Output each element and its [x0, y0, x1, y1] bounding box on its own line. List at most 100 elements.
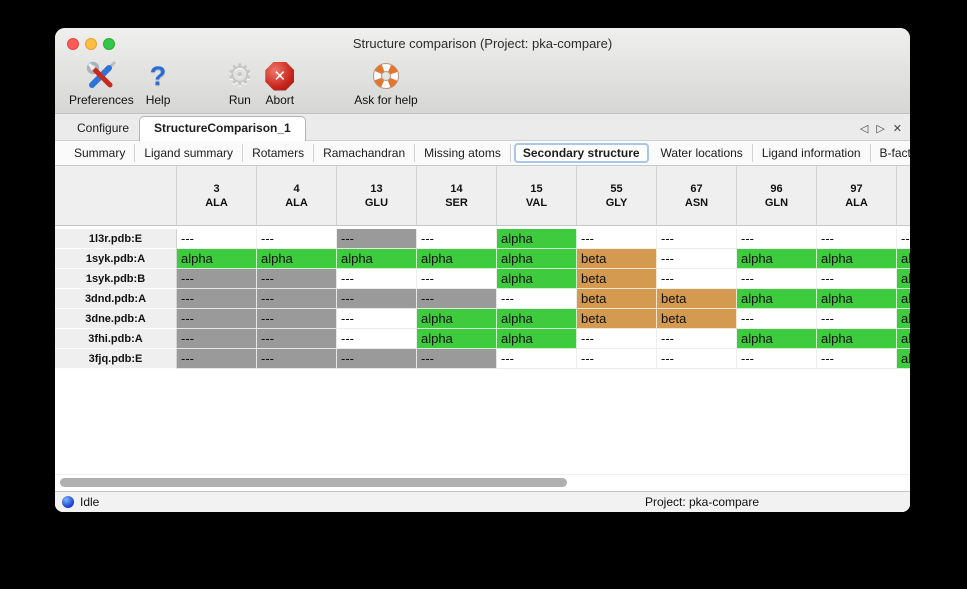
column-header-96[interactable]: 96 GLN — [737, 166, 817, 225]
table-cell[interactable]: --- — [577, 349, 657, 369]
table-cell[interactable]: alpha — [897, 289, 910, 309]
table-cell[interactable]: beta — [577, 269, 657, 289]
table-cell[interactable]: beta — [657, 309, 737, 329]
table-cell[interactable]: --- — [177, 269, 257, 289]
table-cell[interactable]: beta — [577, 249, 657, 269]
table-cell[interactable]: --- — [577, 229, 657, 249]
table-cell[interactable]: --- — [737, 229, 817, 249]
table-cell[interactable]: alpha — [897, 329, 910, 349]
toolbar-button-run[interactable]: ⚙ Run — [220, 59, 259, 108]
table-cell[interactable]: --- — [177, 229, 257, 249]
table-cell[interactable]: --- — [897, 229, 910, 249]
table-cell[interactable]: --- — [737, 309, 817, 329]
tab-nav-left-icon[interactable]: ◁ — [859, 123, 869, 135]
table-cell[interactable]: --- — [497, 349, 577, 369]
table-cell[interactable]: alpha — [337, 249, 417, 269]
table-cell[interactable]: alpha — [497, 269, 577, 289]
horizontal-scrollbar[interactable] — [55, 474, 910, 491]
table-cell[interactable]: --- — [337, 229, 417, 249]
table-cell[interactable]: alpha — [897, 349, 910, 369]
table-cell[interactable]: alpha — [737, 249, 817, 269]
table-cell[interactable]: --- — [257, 289, 337, 309]
table-cell[interactable]: alpha — [817, 249, 897, 269]
subtab-missing-atoms[interactable]: Missing atoms — [415, 144, 511, 162]
column-header-97[interactable]: 97 ALA — [817, 166, 897, 225]
table-cell[interactable]: alpha — [817, 329, 897, 349]
subtab-summary[interactable]: Summary — [65, 144, 136, 162]
table-cell[interactable]: alpha — [417, 329, 497, 349]
table-cell[interactable]: beta — [657, 289, 737, 309]
table-cell[interactable]: --- — [337, 289, 417, 309]
table-cell[interactable]: alpha — [417, 249, 497, 269]
table-cell[interactable]: --- — [657, 349, 737, 369]
column-header-55[interactable]: 55 GLY — [577, 166, 657, 225]
horizontal-scrollbar-thumb[interactable] — [60, 478, 567, 487]
table-cell[interactable]: alpha — [497, 249, 577, 269]
table-cell[interactable]: --- — [577, 329, 657, 349]
table-cell[interactable]: --- — [177, 329, 257, 349]
table-cell[interactable]: alpha — [177, 249, 257, 269]
table-cell[interactable]: --- — [337, 309, 417, 329]
table-cell[interactable]: --- — [657, 249, 737, 269]
table-cell[interactable]: alpha — [737, 289, 817, 309]
subtab-b-factors[interactable]: B-factors — [871, 144, 910, 162]
column-header-13[interactable]: 13 GLU — [337, 166, 417, 225]
table-cell[interactable]: alpha — [817, 289, 897, 309]
subtab-rotamers[interactable]: Rotamers — [243, 144, 315, 162]
table-cell[interactable]: --- — [817, 229, 897, 249]
table-cell[interactable]: --- — [737, 269, 817, 289]
table-cell[interactable]: alpha — [257, 249, 337, 269]
toolbar-button-ask-for-help[interactable]: Ask for help — [348, 59, 423, 107]
table-cell[interactable]: --- — [817, 309, 897, 329]
table-cell[interactable]: --- — [177, 289, 257, 309]
table-cell[interactable]: alpha — [497, 329, 577, 349]
table-cell[interactable]: alpha — [497, 229, 577, 249]
tab-structurecomparison-1[interactable]: StructureComparison_1 — [139, 116, 306, 141]
subtab-ligand-summary[interactable]: Ligand summary — [135, 144, 244, 162]
subtab-ligand-information[interactable]: Ligand information — [753, 144, 871, 162]
table-cell[interactable]: --- — [737, 349, 817, 369]
tab-nav-right-icon[interactable]: ▷ — [876, 123, 885, 135]
subtab-water-locations[interactable]: Water locations — [652, 144, 753, 162]
table-cell[interactable]: --- — [337, 269, 417, 289]
table-cell[interactable]: alpha — [417, 309, 497, 329]
tab-configure[interactable]: Configure — [77, 121, 130, 135]
table-cell[interactable]: alpha — [897, 269, 910, 289]
tab-close-icon[interactable]: ✕ — [892, 123, 902, 135]
table-cell[interactable]: --- — [257, 329, 337, 349]
column-header-15[interactable]: 15 VAL — [497, 166, 577, 225]
toolbar-button-preferences[interactable]: Preferences — [63, 59, 140, 107]
minimize-button[interactable] — [85, 38, 97, 50]
table-cell[interactable]: --- — [257, 269, 337, 289]
toolbar-button-help[interactable]: ? Help — [140, 59, 177, 107]
table-cell[interactable]: --- — [657, 329, 737, 349]
table-cell[interactable]: --- — [417, 289, 497, 309]
table-cell[interactable]: --- — [337, 349, 417, 369]
table-cell[interactable]: --- — [657, 229, 737, 249]
subtab-ramachandran[interactable]: Ramachandran — [314, 144, 416, 162]
close-button[interactable] — [67, 38, 79, 50]
table-cell[interactable]: --- — [817, 349, 897, 369]
table-cell[interactable]: --- — [417, 349, 497, 369]
title-bar[interactable]: Structure comparison (Project: pka-compa… — [55, 28, 910, 57]
column-header-4[interactable]: 4 ALA — [257, 166, 337, 225]
table-cell[interactable]: --- — [817, 269, 897, 289]
table-cell[interactable]: --- — [177, 309, 257, 329]
table-cell[interactable]: --- — [417, 229, 497, 249]
column-header-67[interactable]: 67 ASN — [657, 166, 737, 225]
table-cell[interactable]: alpha — [897, 249, 910, 269]
table-cell[interactable]: alpha — [897, 309, 910, 329]
table-cell[interactable]: --- — [497, 289, 577, 309]
table-cell[interactable]: --- — [257, 349, 337, 369]
table-cell[interactable]: beta — [577, 289, 657, 309]
table-cell[interactable]: --- — [177, 349, 257, 369]
subtab-secondary-structure[interactable]: Secondary structure — [513, 143, 649, 163]
table-cell[interactable]: --- — [257, 309, 337, 329]
table-cell[interactable]: alpha — [737, 329, 817, 349]
table-cell[interactable]: --- — [657, 269, 737, 289]
toolbar-button-abort[interactable]: ✕ Abort — [259, 59, 300, 107]
table-cell[interactable]: --- — [417, 269, 497, 289]
table-cell[interactable]: beta — [577, 309, 657, 329]
table-cell[interactable]: --- — [337, 329, 417, 349]
column-header-3[interactable]: 3 ALA — [177, 166, 257, 225]
